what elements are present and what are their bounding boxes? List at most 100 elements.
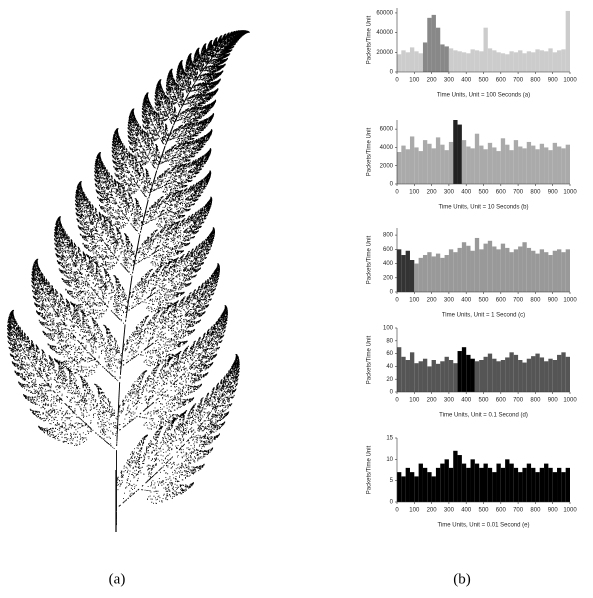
x-axis-label: Time Units, Unit = 1 Second (c) — [442, 313, 525, 319]
y-tick-label: 40 — [386, 364, 393, 370]
y-tick-label: 2000 — [380, 163, 394, 169]
x-tick-label: 400 — [461, 78, 472, 84]
x-tick-label: 0 — [395, 508, 399, 514]
bar — [431, 360, 436, 392]
bar — [479, 145, 484, 184]
bar — [535, 149, 540, 184]
x-tick-label: 600 — [496, 398, 507, 404]
x-tick-label: 500 — [478, 298, 489, 304]
bar — [453, 50, 458, 72]
bar — [557, 354, 562, 392]
bar — [561, 472, 566, 502]
bar — [561, 49, 566, 72]
bar — [414, 263, 419, 292]
bar — [518, 246, 523, 292]
bar — [440, 463, 445, 502]
bar — [561, 252, 566, 292]
bar — [548, 255, 553, 292]
y-tick-label: 600 — [383, 247, 394, 253]
x-tick-label: 1000 — [563, 190, 577, 196]
bar — [474, 463, 480, 502]
x-tick-label: 500 — [478, 508, 489, 514]
bar — [422, 255, 428, 292]
bar — [522, 53, 527, 72]
bar — [444, 459, 449, 502]
bar — [526, 247, 532, 292]
bar — [466, 146, 471, 184]
y-tick-label: 60 — [386, 351, 393, 357]
bar — [422, 358, 428, 392]
bar — [487, 48, 493, 72]
bar — [453, 363, 458, 392]
bar — [539, 143, 545, 184]
bar — [518, 146, 523, 184]
bar — [409, 47, 415, 72]
bar — [397, 472, 402, 502]
bar — [409, 472, 415, 502]
bar — [513, 249, 519, 292]
y-tick-label: 0 — [390, 390, 394, 396]
bar — [500, 467, 506, 502]
bar — [557, 146, 562, 184]
x-tick-label: 800 — [530, 398, 541, 404]
bar — [418, 361, 423, 392]
x-tick-label: 800 — [530, 508, 541, 514]
bar — [483, 27, 488, 73]
bar — [401, 145, 406, 184]
bar — [552, 142, 558, 184]
bar — [414, 51, 419, 72]
bar — [565, 10, 570, 72]
bar — [492, 472, 497, 502]
bar — [461, 347, 467, 392]
bar — [418, 53, 423, 72]
bar — [444, 356, 449, 392]
bar — [422, 467, 428, 502]
bar — [518, 50, 523, 72]
bar — [427, 143, 432, 184]
bar — [401, 255, 406, 292]
bar — [431, 476, 436, 502]
bar — [535, 472, 540, 502]
x-tick-label: 600 — [496, 508, 507, 514]
bar — [405, 250, 410, 292]
bar — [552, 250, 558, 292]
bar — [440, 257, 445, 292]
bar — [414, 476, 419, 502]
bar — [565, 144, 570, 184]
bar — [474, 361, 480, 392]
bar — [483, 149, 488, 184]
panel-label: (b) — [453, 571, 471, 587]
y-axis-label: Packets/Time Unit — [367, 127, 373, 176]
bar — [557, 50, 562, 72]
bar — [414, 147, 419, 184]
bar — [522, 362, 527, 392]
bar — [531, 52, 536, 72]
x-tick-label: 600 — [496, 298, 507, 304]
x-axis-label: Time Units, Unit = 0.01 Second (e) — [438, 523, 530, 529]
bar — [448, 467, 454, 502]
bar — [500, 360, 506, 392]
bar — [448, 48, 454, 72]
x-tick-label: 100 — [409, 508, 420, 514]
bar — [401, 356, 406, 392]
bar — [409, 352, 415, 392]
bar — [531, 356, 536, 392]
bar — [397, 152, 402, 184]
x-tick-label: 1000 — [563, 78, 577, 84]
bar — [422, 140, 428, 184]
x-tick-label: 0 — [395, 190, 399, 196]
bar — [461, 242, 467, 292]
x-tick-label: 800 — [530, 78, 541, 84]
y-tick-label: 200 — [383, 275, 394, 281]
bar — [431, 256, 436, 292]
bar — [492, 246, 497, 292]
bar — [526, 141, 532, 184]
bar — [509, 51, 514, 72]
bar — [552, 360, 558, 392]
y-tick-label: 80 — [386, 338, 393, 344]
bar — [505, 357, 510, 392]
bar — [496, 361, 501, 392]
y-tick-label: 0 — [390, 290, 394, 296]
bar — [457, 455, 462, 502]
